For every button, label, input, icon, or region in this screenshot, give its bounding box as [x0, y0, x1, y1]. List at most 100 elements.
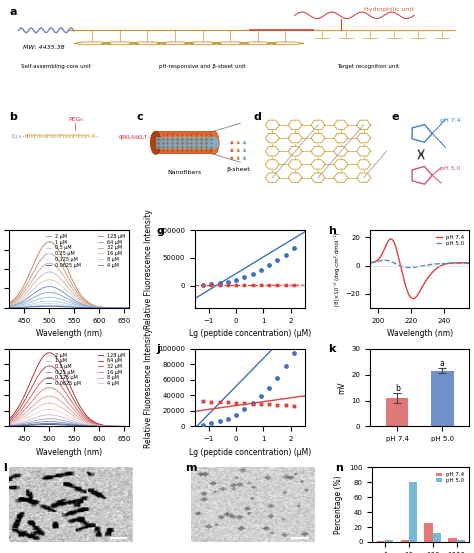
- Text: β-sheet: β-sheet: [226, 167, 250, 172]
- pH 5.0: [382, 257, 388, 264]
- Legend: pH 7.4, pH 5.0: pH 7.4, pH 5.0: [434, 233, 466, 248]
- Y-axis label: [θ]×10⁻² (deg·cm²·dmol⁻¹): [θ]×10⁻² (deg·cm²·dmol⁻¹): [334, 232, 340, 306]
- Ellipse shape: [150, 131, 161, 154]
- Text: g: g: [157, 226, 164, 236]
- Bar: [433, 533, 441, 542]
- Point: [249, 269, 256, 278]
- Line: pH 7.4: pH 7.4: [370, 239, 469, 299]
- pH 5.0: [452, 260, 457, 267]
- Bar: [424, 523, 433, 542]
- Bar: [155, 137, 214, 149]
- Point: [216, 398, 223, 406]
- Point: [200, 281, 207, 290]
- pH 5.0: [407, 264, 412, 271]
- Point: [200, 420, 207, 429]
- X-axis label: Wavelength (nm): Wavelength (nm): [387, 329, 453, 338]
- Y-axis label: Relative Fluorescence Intensity: Relative Fluorescence Intensity: [144, 209, 153, 329]
- pH 7.4: [452, 259, 457, 266]
- Point: [282, 281, 289, 290]
- Bar: [155, 133, 214, 152]
- Point: [208, 281, 215, 290]
- Bar: [386, 398, 409, 426]
- Point: [273, 281, 281, 290]
- pH 7.4: [367, 259, 373, 266]
- pH 7.4: [427, 272, 432, 279]
- Point: [208, 280, 215, 289]
- Ellipse shape: [209, 131, 219, 154]
- Bar: [431, 371, 454, 426]
- Text: b: b: [9, 112, 18, 122]
- pH 5.0: [466, 260, 472, 267]
- Y-axis label: Percentage (%): Percentage (%): [335, 476, 344, 534]
- Text: pH 5.0: pH 5.0: [440, 166, 461, 171]
- Point: [216, 417, 223, 426]
- Point: [290, 401, 298, 410]
- Legend: 2 μM, 1 μM, 0.5 μM, 0.25 μM, 0.125 μM, 0.0625 μM: 2 μM, 1 μM, 0.5 μM, 0.25 μM, 0.125 μM, 0…: [46, 233, 82, 268]
- Text: pH 7.4: pH 7.4: [440, 118, 461, 123]
- Text: m: m: [185, 463, 196, 473]
- Text: Target recognition unit: Target recognition unit: [337, 64, 399, 70]
- Point: [265, 383, 273, 392]
- Point: [241, 273, 248, 281]
- Point: [290, 348, 298, 357]
- Text: k: k: [328, 344, 336, 354]
- Bar: [377, 541, 385, 542]
- Point: [232, 410, 240, 419]
- Point: [257, 399, 264, 408]
- Text: Hydrophilic unit: Hydrophilic unit: [364, 7, 414, 12]
- pH 5.0: [458, 260, 464, 267]
- Point: [249, 399, 256, 408]
- Text: MW: 4435.38: MW: 4435.38: [23, 45, 65, 50]
- Point: [224, 278, 232, 286]
- Point: [282, 401, 289, 410]
- Point: [273, 400, 281, 409]
- Bar: [385, 540, 393, 542]
- Point: [241, 281, 248, 290]
- Point: [257, 392, 264, 400]
- Text: QRKLAAKLT-NH₂: QRKLAAKLT-NH₂: [118, 134, 161, 139]
- Point: [241, 405, 248, 414]
- Text: c: c: [137, 112, 143, 122]
- Point: [282, 362, 289, 371]
- Bar: [401, 540, 409, 542]
- X-axis label: Wavelength (nm): Wavelength (nm): [36, 448, 102, 457]
- Point: [224, 414, 232, 423]
- Point: [232, 275, 240, 284]
- Legend: 2 μM, 1 μM, 0.5 μM, 0.25 μM, 0.125 μM, 0.0625 μM: 2 μM, 1 μM, 0.5 μM, 0.25 μM, 0.125 μM, 0…: [46, 352, 82, 387]
- Y-axis label: Relative Fluorescence Intensity: Relative Fluorescence Intensity: [144, 328, 153, 447]
- X-axis label: Lg (peptide concentration) (μM): Lg (peptide concentration) (μM): [189, 329, 311, 338]
- Bar: [155, 135, 214, 150]
- Point: [282, 251, 289, 259]
- Text: a: a: [440, 359, 445, 368]
- Text: Nanofibers: Nanofibers: [167, 170, 201, 175]
- Text: e: e: [392, 112, 399, 122]
- Text: PEG₆: PEG₆: [68, 117, 83, 122]
- pH 7.4: [427, 272, 433, 279]
- Point: [216, 279, 223, 288]
- Point: [265, 400, 273, 409]
- pH 7.4: [428, 270, 434, 276]
- Text: a: a: [9, 7, 17, 17]
- Point: [224, 281, 232, 290]
- Text: b: b: [395, 384, 400, 393]
- Point: [273, 373, 281, 382]
- Point: [265, 261, 273, 270]
- Bar: [456, 540, 465, 542]
- X-axis label: Wavelength (nm): Wavelength (nm): [36, 329, 102, 338]
- Point: [200, 280, 207, 289]
- Point: [208, 397, 215, 406]
- Point: [216, 281, 223, 290]
- Point: [249, 281, 256, 290]
- pH 7.4: [368, 259, 374, 266]
- Point: [232, 281, 240, 290]
- Text: h: h: [328, 226, 337, 236]
- Bar: [155, 131, 214, 154]
- pH 5.0: [367, 259, 373, 266]
- Ellipse shape: [209, 137, 219, 149]
- Bar: [409, 482, 417, 542]
- Point: [241, 399, 248, 408]
- Line: pH 5.0: pH 5.0: [370, 260, 469, 268]
- pH 5.0: [427, 261, 432, 268]
- Text: HHHFHHHFHHHFHHHFHHHH-K-: HHHFHHHFHHHFHHHFHHHH-K-: [25, 134, 100, 139]
- Point: [200, 397, 207, 406]
